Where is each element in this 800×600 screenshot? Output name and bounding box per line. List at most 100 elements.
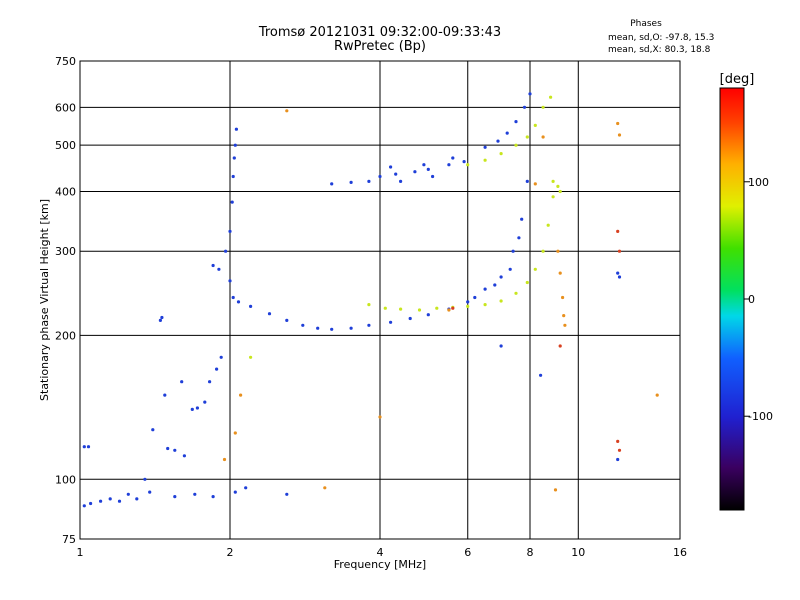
data-point-o bbox=[413, 170, 417, 174]
data-point-x bbox=[466, 163, 470, 167]
data-point-scatter bbox=[616, 229, 620, 233]
data-point-o bbox=[483, 145, 487, 149]
data-point-o bbox=[89, 501, 93, 506]
data-point-o bbox=[236, 300, 241, 304]
y-tick-label: 600 bbox=[55, 101, 76, 114]
data-point-scatter bbox=[222, 457, 227, 462]
data-point-scatter bbox=[558, 344, 562, 348]
data-point-scatter bbox=[541, 135, 545, 139]
data-point-o bbox=[499, 275, 503, 279]
stats-heading: Phases bbox=[630, 19, 662, 29]
data-point-o bbox=[249, 304, 253, 308]
data-point-scatter bbox=[562, 314, 566, 318]
data-point-scatter bbox=[558, 271, 562, 275]
x-tick-label: 2 bbox=[227, 546, 234, 559]
data-point-o bbox=[217, 267, 221, 271]
data-point-o bbox=[82, 445, 86, 449]
data-point-x bbox=[558, 189, 562, 194]
data-point-o bbox=[505, 131, 509, 135]
data-point-o bbox=[447, 163, 451, 167]
data-point-o bbox=[190, 407, 194, 411]
data-point-x bbox=[466, 304, 470, 308]
data-point-x bbox=[533, 123, 537, 127]
y-tick-label: 100 bbox=[55, 473, 76, 486]
colorbar-ticks: 100 0 -100 bbox=[744, 176, 773, 423]
data-point-o bbox=[267, 312, 272, 316]
x-tick-label: 1 bbox=[77, 546, 84, 559]
y-axis-label: Stationary phase Virtual Height [km] bbox=[38, 199, 51, 401]
data-point-o bbox=[408, 316, 412, 321]
data-point-x bbox=[556, 184, 560, 188]
x-tick-label: 8 bbox=[527, 546, 534, 559]
data-point-o bbox=[230, 200, 234, 204]
data-point-o bbox=[193, 492, 197, 496]
data-points bbox=[82, 92, 659, 508]
data-point-o bbox=[508, 267, 512, 271]
data-point-o bbox=[473, 295, 477, 300]
data-point-scatter bbox=[561, 295, 565, 300]
data-point-o bbox=[99, 499, 103, 503]
data-point-o bbox=[108, 497, 112, 501]
data-point-o bbox=[158, 318, 162, 322]
data-point-o bbox=[117, 499, 122, 503]
data-point-scatter bbox=[617, 448, 622, 452]
data-point-o bbox=[231, 174, 235, 179]
colorbar-tick-label: 0 bbox=[748, 293, 755, 306]
y-tick-labels: 75 100 200 300 400 500 600 750 bbox=[55, 55, 76, 546]
data-point-o bbox=[514, 120, 518, 124]
data-point-o bbox=[394, 172, 398, 176]
colorbar-tick-label: -100 bbox=[748, 410, 773, 423]
data-point-o bbox=[517, 236, 521, 240]
data-point-scatter bbox=[617, 249, 622, 253]
data-point-x bbox=[541, 105, 545, 109]
colorbar bbox=[719, 87, 745, 511]
data-point-o bbox=[135, 497, 139, 501]
data-point-o bbox=[367, 323, 371, 327]
data-point-o bbox=[616, 457, 620, 462]
data-point-x bbox=[367, 303, 371, 307]
data-point-scatter bbox=[451, 306, 455, 310]
data-point-o bbox=[349, 326, 353, 330]
y-tick-label: 300 bbox=[55, 245, 76, 258]
data-point-x bbox=[417, 308, 422, 312]
data-point-o bbox=[399, 179, 403, 183]
data-point-scatter bbox=[285, 109, 289, 113]
data-point-x bbox=[483, 303, 487, 307]
data-point-o bbox=[211, 495, 215, 499]
data-point-x bbox=[249, 355, 253, 359]
data-point-o bbox=[244, 486, 248, 490]
chart-title: Tromsø 20121031 09:32:00-09:33:43 bbox=[258, 25, 502, 40]
data-point-o bbox=[231, 295, 235, 300]
x-axis-label: Frequency [MHz] bbox=[334, 558, 426, 571]
data-point-x bbox=[399, 307, 403, 311]
data-point-o bbox=[166, 446, 170, 451]
x-tick-labels: 1 2 4 6 8 10 16 bbox=[77, 546, 688, 559]
data-point-scatter bbox=[233, 431, 237, 435]
data-point-o bbox=[208, 380, 212, 384]
data-point-scatter bbox=[553, 488, 558, 492]
data-point-o bbox=[367, 179, 371, 183]
data-point-o bbox=[349, 180, 353, 184]
chart-subtitle: RwPretec (Bp) bbox=[333, 39, 427, 54]
data-point-x bbox=[435, 306, 439, 310]
x-tick-label: 6 bbox=[464, 546, 471, 559]
data-point-o bbox=[148, 490, 152, 494]
data-point-o bbox=[219, 355, 223, 359]
data-point-x bbox=[514, 291, 518, 295]
data-point-o bbox=[389, 165, 393, 169]
data-point-o bbox=[422, 163, 426, 167]
y-tick-label: 200 bbox=[55, 329, 76, 342]
data-point-x bbox=[551, 195, 555, 199]
data-point-o bbox=[451, 156, 455, 160]
data-point-o bbox=[285, 318, 289, 322]
data-point-o bbox=[86, 445, 91, 449]
data-point-scatter bbox=[323, 486, 327, 490]
data-point-scatter bbox=[563, 323, 567, 327]
data-point-scatter bbox=[533, 182, 537, 186]
data-point-o bbox=[511, 249, 515, 253]
data-point-o bbox=[233, 490, 237, 494]
data-point-o bbox=[173, 448, 177, 452]
data-point-x bbox=[525, 135, 529, 139]
colorbar-label: [deg] bbox=[720, 72, 755, 87]
data-point-scatter bbox=[447, 308, 451, 312]
